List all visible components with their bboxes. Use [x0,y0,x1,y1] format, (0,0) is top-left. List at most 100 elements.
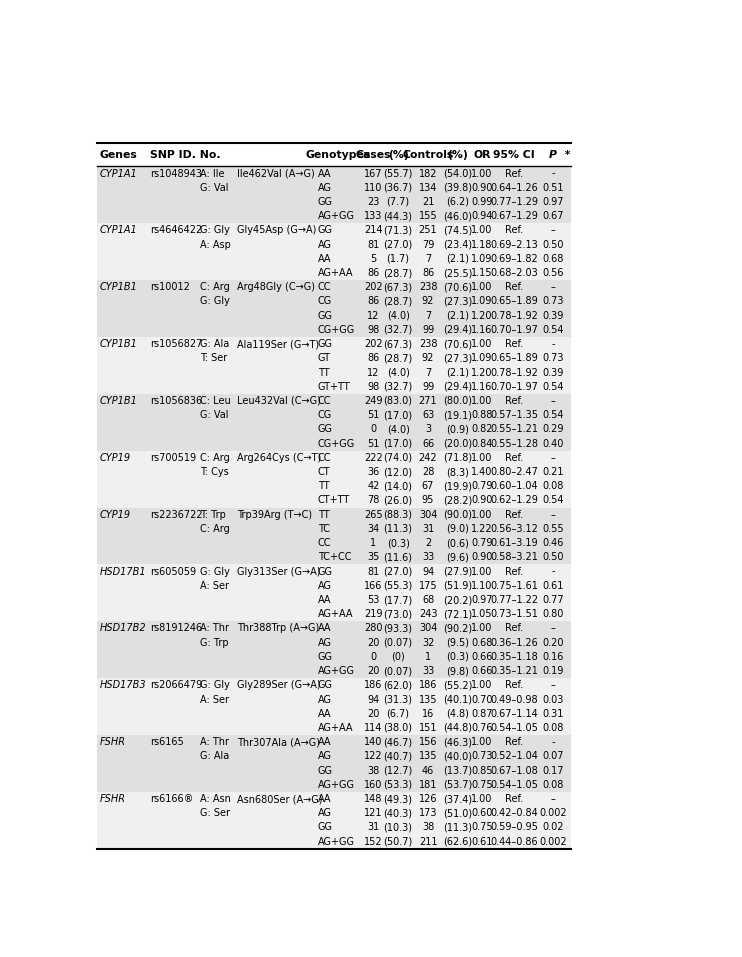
Bar [97,195,571,209]
Text: OR: OR [473,149,490,160]
Text: 0.90: 0.90 [471,183,493,192]
Text: TC: TC [318,523,329,534]
Text: (6.7): (6.7) [387,709,410,719]
Text: 0.21: 0.21 [542,467,564,477]
Text: CC: CC [318,538,331,548]
Text: (40.0): (40.0) [444,751,473,762]
Text: AG: AG [318,239,332,250]
Text: 0: 0 [370,652,376,662]
Text: 110: 110 [364,183,383,192]
Text: 81: 81 [367,567,379,576]
Text: 0.82: 0.82 [471,424,493,434]
Text: GG: GG [318,339,332,349]
Text: 0.76: 0.76 [471,723,493,733]
Text: Ref.: Ref. [505,680,523,690]
Text: AA: AA [318,794,331,804]
Text: 167: 167 [364,168,383,179]
Text: 1.00: 1.00 [471,680,493,690]
Text: –: – [551,623,556,634]
Text: (53.3): (53.3) [384,780,413,790]
Text: 243: 243 [418,610,437,619]
Text: 0.54: 0.54 [542,325,564,335]
Text: 0.61: 0.61 [542,581,564,590]
Text: 0.97: 0.97 [542,197,564,207]
Text: (27.9): (27.9) [443,567,473,576]
Text: T: Trp: T: Trp [200,510,226,520]
Text: 92: 92 [421,297,434,306]
Text: 238: 238 [418,339,437,349]
Bar [97,479,571,494]
Text: Ref.: Ref. [505,168,523,179]
Text: rs8191246: rs8191246 [150,623,202,634]
Text: Ala119Ser (G→T): Ala119Ser (G→T) [237,339,319,349]
Text: 0.75: 0.75 [471,822,493,833]
Bar [97,366,571,380]
Text: G: Gly: G: Gly [200,567,229,576]
Bar [97,337,571,351]
Text: 1.00: 1.00 [471,737,493,747]
Text: –: – [551,680,556,690]
Text: (25.5): (25.5) [443,268,473,278]
Bar [97,693,571,706]
Text: A: Thr: A: Thr [200,623,229,634]
Bar [97,451,571,465]
Text: 0.73–1.51: 0.73–1.51 [490,610,538,619]
Text: (20.0): (20.0) [443,438,473,449]
Text: 304: 304 [418,510,437,520]
Text: 182: 182 [418,168,437,179]
Text: 0.84: 0.84 [471,438,493,449]
Text: (67.3): (67.3) [384,339,413,349]
Text: 0: 0 [370,424,376,434]
Text: (27.0): (27.0) [384,239,413,250]
Text: (0.07): (0.07) [384,666,413,676]
Text: (70.6): (70.6) [443,339,473,349]
Text: 0.68: 0.68 [542,254,564,264]
Text: 0.68: 0.68 [471,637,493,648]
Text: SNP ID. No.: SNP ID. No. [150,149,220,160]
Text: 86: 86 [367,297,379,306]
Text: rs6165: rs6165 [150,737,183,747]
Text: CC: CC [318,282,331,292]
Text: (8.3): (8.3) [447,467,470,477]
Text: 0.66: 0.66 [471,652,493,662]
Text: 38: 38 [422,822,434,833]
Text: CYP19: CYP19 [99,510,131,520]
Text: 166: 166 [364,581,383,590]
Text: rs1056827: rs1056827 [150,339,202,349]
Text: (71.8): (71.8) [443,453,473,463]
Text: 86: 86 [422,268,434,278]
Text: AG+GG: AG+GG [318,836,355,847]
Bar [97,507,571,522]
Text: (93.3): (93.3) [384,623,413,634]
Text: FSHR: FSHR [99,794,125,804]
Text: rs2236722: rs2236722 [150,510,203,520]
Text: 0.61: 0.61 [471,836,493,847]
Text: 265: 265 [364,510,383,520]
Text: 249: 249 [364,396,383,406]
Text: CYP19: CYP19 [99,453,131,463]
Text: 0.70: 0.70 [471,695,493,704]
Text: 202: 202 [364,339,383,349]
Text: (9.6): (9.6) [447,552,470,563]
Text: (14.0): (14.0) [384,481,413,491]
Text: (53.7): (53.7) [443,780,473,790]
Text: (17.7): (17.7) [384,595,413,605]
Text: 135: 135 [418,751,437,762]
Text: 238: 238 [418,282,437,292]
Bar [97,394,571,408]
Text: 99: 99 [422,382,434,391]
Text: AG: AG [318,751,332,762]
Text: 202: 202 [364,282,383,292]
Text: Ref.: Ref. [505,339,523,349]
Text: 0.50: 0.50 [542,552,564,563]
Text: 0.002: 0.002 [539,809,567,818]
Text: (51.0): (51.0) [443,809,473,818]
Text: 0.54–1.05: 0.54–1.05 [490,780,538,790]
Text: 7: 7 [425,311,431,321]
Text: rs605059: rs605059 [150,567,196,576]
Text: 98: 98 [367,382,379,391]
Text: 36: 36 [367,467,379,477]
Text: Ref.: Ref. [505,282,523,292]
Text: 20: 20 [367,637,380,648]
Text: Ile462Val (A→G): Ile462Val (A→G) [237,168,315,179]
